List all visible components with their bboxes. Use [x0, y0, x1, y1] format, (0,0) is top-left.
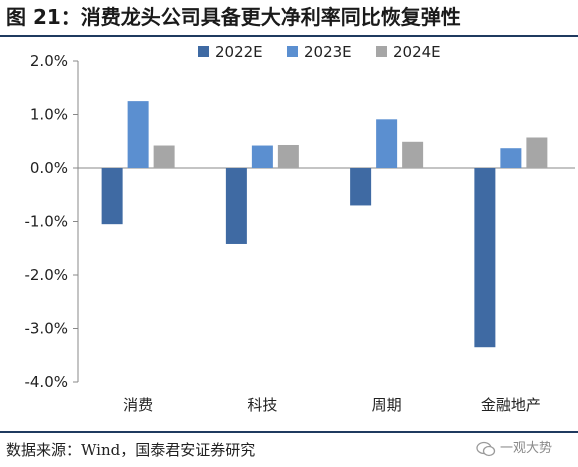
legend-swatch-2023E [287, 46, 298, 57]
bar-2022E-2 [350, 168, 372, 206]
y-tick-label: 1.0% [30, 106, 68, 124]
source-note: 数据来源：Wind，国泰君安证券研究 [6, 441, 256, 459]
title-rule [0, 35, 578, 37]
bar-2023E-2 [376, 119, 398, 168]
watermark-text: 一观大势 [500, 441, 553, 456]
bar-2022E-1 [225, 168, 247, 244]
legend-label-2024E: 2024E [393, 43, 441, 61]
y-tick-label: 0.0% [30, 159, 68, 177]
y-tick-label: -1.0% [24, 213, 68, 231]
bar-2023E-3 [500, 148, 522, 168]
x-axis-labels: 消费 科技 周期 金融地产 [123, 396, 541, 414]
bar-2024E-3 [526, 137, 548, 168]
source-rule [0, 431, 578, 433]
chart-title: 图 21：消费龙头公司具备更大净利率同比恢复弹性 [6, 5, 461, 29]
wechat-icon [476, 441, 496, 457]
y-tick-label: -2.0% [24, 266, 68, 284]
bar-2022E-0 [101, 168, 123, 225]
y-tick-label: -3.0% [24, 320, 68, 338]
y-tick-label: -4.0% [24, 373, 68, 391]
bar-2022E-3 [474, 168, 496, 348]
legend-swatch-2024E [376, 46, 387, 57]
bar-2024E-2 [402, 141, 424, 168]
bars [101, 101, 548, 348]
x-category-label: 消费 [123, 396, 153, 414]
y-tick-label: 2.0% [30, 52, 68, 70]
bar-chart: 2.0%1.0%0.0%-1.0%-2.0%-3.0%-4.0% 2022E 20… [24, 43, 575, 414]
x-category-label: 周期 [372, 396, 402, 414]
legend-label-2023E: 2023E [304, 43, 352, 61]
legend-swatch-2022E [198, 46, 209, 57]
bar-2024E-0 [153, 145, 175, 168]
legend-label-2022E: 2022E [215, 43, 263, 61]
legend: 2022E 2023E 2024E [198, 43, 441, 61]
watermark: 一观大势 [476, 436, 552, 462]
bar-2024E-1 [277, 144, 299, 168]
x-category-label: 金融地产 [481, 396, 541, 414]
bar-2023E-0 [127, 101, 149, 168]
x-category-label: 科技 [247, 396, 277, 414]
bar-2023E-1 [251, 145, 273, 168]
